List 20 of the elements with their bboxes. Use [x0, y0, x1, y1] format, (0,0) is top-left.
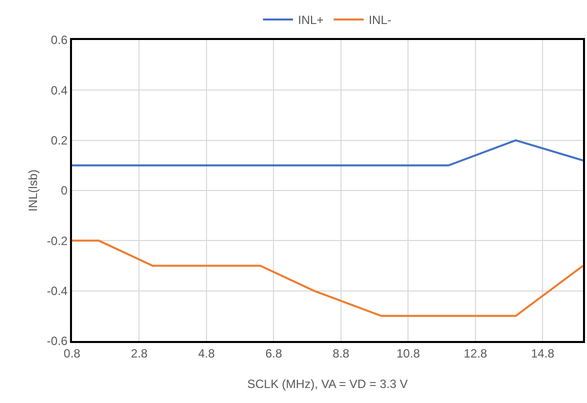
x-axis-title: SCLK (MHz), VA = VD = 3.3 V: [247, 377, 408, 391]
y-tick-label: 0.6: [50, 33, 68, 48]
y-tick-label: -0.4: [46, 284, 68, 298]
x-tick-label: 2.8: [130, 346, 148, 360]
legend-label: INL+: [298, 13, 324, 28]
x-tick-label: 14.8: [530, 346, 555, 360]
line-series: [72, 240, 583, 317]
y-tick-label: -0.6: [46, 334, 68, 348]
y-tick-label: 0: [60, 184, 68, 198]
y-tick-label: 0.2: [50, 134, 68, 148]
y-axis-title: INL(lsb): [26, 169, 40, 212]
x-tick-label: 8.8: [332, 346, 350, 360]
x-tick-label: 6.8: [265, 346, 282, 360]
legend-label: INL-: [368, 13, 392, 28]
x-tick-label: 12.8: [464, 346, 488, 360]
x-tick-label: 0.8: [64, 346, 81, 360]
x-tick-label: 10.8: [396, 346, 420, 360]
y-tick-label: -0.2: [46, 234, 68, 248]
x-tick-label: 4.8: [198, 346, 216, 360]
y-tick-label: 0.4: [50, 83, 68, 98]
